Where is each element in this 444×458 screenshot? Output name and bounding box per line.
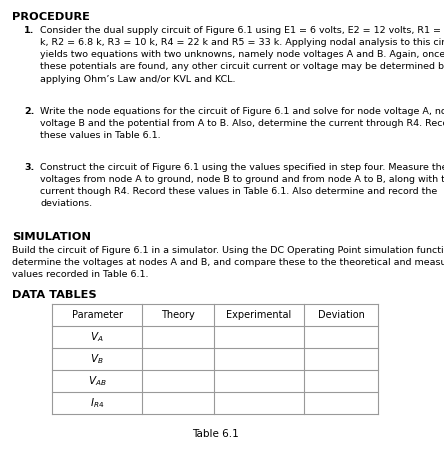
Text: Consider the dual supply circuit of Figure 6.1 using E1 = 6 volts, E2 = 12 volts: Consider the dual supply circuit of Figu… <box>40 26 444 84</box>
Text: Write the node equations for the circuit of Figure 6.1 and solve for node voltag: Write the node equations for the circuit… <box>40 107 444 140</box>
Bar <box>52 304 378 414</box>
Text: Construct the circuit of Figure 6.1 using the values specified in step four. Mea: Construct the circuit of Figure 6.1 usin… <box>40 163 444 208</box>
Text: 1.: 1. <box>24 26 34 35</box>
Text: SIMULATION: SIMULATION <box>12 232 91 242</box>
Text: Table 6.1: Table 6.1 <box>192 429 238 439</box>
Text: $I_{R4}$: $I_{R4}$ <box>90 396 104 410</box>
Text: Build the circuit of Figure 6.1 in a simulator. Using the DC Operating Point sim: Build the circuit of Figure 6.1 in a sim… <box>12 246 444 279</box>
Text: 3.: 3. <box>24 163 34 172</box>
Text: Theory: Theory <box>161 310 195 320</box>
Text: $V_B$: $V_B$ <box>90 352 104 366</box>
Text: 2.: 2. <box>24 107 34 116</box>
Text: DATA TABLES: DATA TABLES <box>12 290 97 300</box>
Text: PROCEDURE: PROCEDURE <box>12 12 90 22</box>
Text: Parameter: Parameter <box>71 310 123 320</box>
Text: Deviation: Deviation <box>317 310 365 320</box>
Text: $V_{AB}$: $V_{AB}$ <box>88 374 106 388</box>
Text: $V_A$: $V_A$ <box>90 330 104 344</box>
Text: Experimental: Experimental <box>226 310 292 320</box>
